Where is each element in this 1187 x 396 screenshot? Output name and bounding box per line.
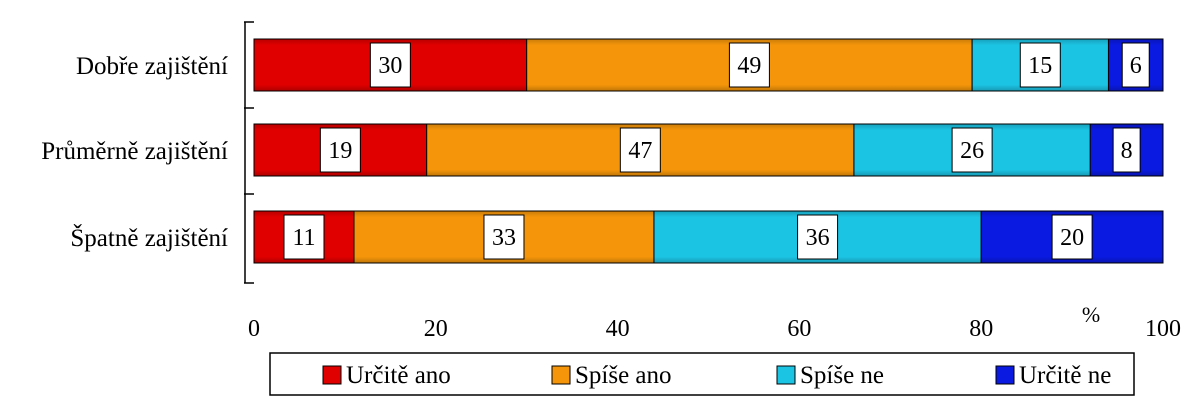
category-label: Špatně zajištění (70, 223, 228, 252)
x-tick-label: 100 (1145, 316, 1181, 342)
data-label: 11 (292, 225, 315, 251)
legend-label: Spíše ne (800, 362, 884, 389)
data-label-box (1019, 42, 1061, 88)
data-label: 47 (628, 138, 652, 164)
data-label: 20 (1060, 225, 1084, 251)
data-label-box (369, 42, 411, 88)
data-label-box (319, 127, 361, 173)
legend-label: Spíše ano (575, 362, 672, 389)
x-tick-label: 20 (424, 316, 448, 342)
legend-swatch (551, 365, 571, 385)
data-label: 6 (1130, 53, 1142, 79)
data-label: 15 (1028, 53, 1052, 79)
data-label-box (951, 127, 993, 173)
data-label: 8 (1121, 138, 1133, 164)
legend-swatch (995, 365, 1015, 385)
category-label: Průměrně zajištění (41, 138, 228, 165)
legend-swatch (322, 365, 342, 385)
legend-label: Určitě ano (346, 362, 451, 389)
legend: Určitě ano Spíše ano Spíše ne Určitě ne (269, 352, 1135, 396)
data-label-box (1051, 214, 1093, 260)
legend-swatch (776, 365, 796, 385)
data-label: 26 (960, 138, 984, 164)
data-label-box (483, 214, 525, 260)
category-label: Dobře zajištění (76, 53, 228, 80)
data-label-box (1121, 42, 1150, 88)
data-label: 33 (492, 225, 516, 251)
data-label-box (797, 214, 839, 260)
legend-box (269, 352, 1135, 396)
x-tick-label: 60 (787, 316, 811, 342)
legend-label: Určitě ne (1019, 362, 1111, 389)
data-labels-group: 30 49 15 6 19 47 26 8 11 33 36 20 (283, 42, 1150, 260)
unit-label: % (1082, 302, 1100, 327)
data-label-box (1112, 127, 1141, 173)
axes-group: Dobře zajištění Průměrně zajištění Špatně … (41, 21, 1181, 342)
data-label-box (619, 127, 661, 173)
data-label: 49 (737, 53, 761, 79)
data-label: 30 (378, 53, 402, 79)
x-tick-label: 80 (969, 316, 993, 342)
x-tick-label: 40 (606, 316, 630, 342)
x-tick-label: 0 (248, 316, 260, 342)
data-label-box (283, 214, 325, 260)
data-label-box (728, 42, 770, 88)
data-label: 19 (328, 138, 352, 164)
data-label: 36 (806, 225, 830, 251)
